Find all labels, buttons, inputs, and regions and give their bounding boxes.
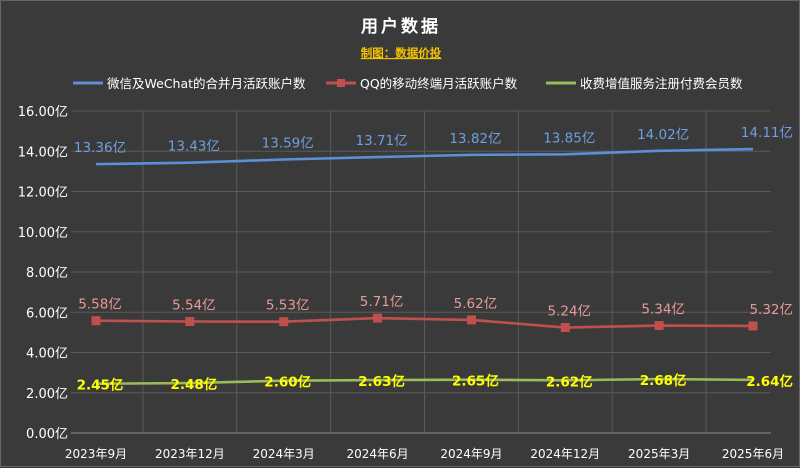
legend-item: QQ的移动终端月活跃账户数 [326, 76, 518, 91]
y-tick-label: 8.00亿 [26, 266, 68, 281]
data-point [373, 313, 383, 323]
data-label: 2.65亿 [452, 373, 499, 390]
data-point [91, 316, 101, 326]
y-tick-label: 6.00亿 [26, 306, 68, 321]
x-tick-label: 2023年9月 [65, 447, 127, 461]
series-line [95, 377, 754, 385]
legend-label: QQ的移动终端月活跃账户数 [360, 76, 518, 91]
data-point [560, 323, 570, 333]
data-label: 5.24亿 [548, 304, 592, 320]
data-label: 2.64亿 [746, 373, 793, 390]
data-point [748, 321, 758, 331]
x-axis: 2023年9月 2023年12月 2024年3月 2024年6月 2024年9月 2024… [65, 432, 784, 461]
data-labels: 13.36亿 13.43亿 13.59亿 13.71亿 13.82亿 13.85亿 14.0… [74, 125, 793, 394]
data-label: 2.45亿 [77, 377, 124, 394]
chart-subtitle: 制图：数据价投 [361, 46, 442, 60]
data-label: 5.34亿 [641, 302, 685, 318]
data-label: 13.43亿 [168, 139, 220, 155]
x-tick-label: 2025年3月 [628, 447, 690, 461]
y-tick-label: 4.00亿 [26, 347, 68, 362]
legend-item: 收费增值服务注册付费会员数 [546, 76, 743, 91]
y-axis: 0.00亿 2.00亿 4.00亿 6.00亿 8.00亿 10.00亿 12.00亿 14.… [18, 105, 68, 442]
x-tick-label: 2025年6月 [722, 447, 784, 461]
data-point [279, 317, 289, 327]
x-tick-label: 2024年6月 [346, 447, 408, 461]
y-tick-label: 12.00亿 [18, 186, 68, 201]
data-label: 5.32亿 [749, 302, 793, 318]
data-label: 2.48亿 [170, 376, 217, 393]
legend: 微信及WeChat的合并月活跃账户数 QQ的移动终端月活跃账户数 收费增值服务注册付… [73, 76, 743, 91]
data-label: 5.53亿 [266, 298, 310, 314]
data-point [654, 321, 664, 331]
data-label: 13.71亿 [355, 133, 407, 149]
data-point [185, 317, 195, 327]
gridlines [71, 110, 771, 434]
data-label: 2.62亿 [546, 373, 593, 390]
data-label: 2.60亿 [264, 374, 311, 391]
data-label: 5.71亿 [360, 294, 404, 310]
data-label: 2.68亿 [640, 372, 687, 389]
series-line [95, 316, 754, 329]
series-markers [91, 313, 758, 333]
x-tick-label: 2023年12月 [155, 447, 225, 461]
x-tick-label: 2024年9月 [440, 447, 502, 461]
data-label: 5.54亿 [172, 298, 216, 314]
y-tick-label: 2.00亿 [26, 387, 68, 402]
legend-item: 微信及WeChat的合并月活跃账户数 [73, 76, 306, 91]
data-label: 13.85亿 [543, 130, 595, 146]
data-label: 13.36亿 [74, 140, 126, 156]
y-tick-label: 0.00亿 [26, 427, 68, 442]
data-label: 13.82亿 [449, 131, 501, 147]
x-tick-label: 2024年12月 [530, 447, 600, 461]
data-label: 14.11亿 [741, 125, 793, 141]
y-tick-label: 14.00亿 [18, 145, 68, 160]
data-label: 5.62亿 [454, 296, 498, 312]
y-tick-label: 16.00亿 [18, 105, 68, 120]
y-tick-label: 10.00亿 [18, 226, 68, 241]
legend-label: 收费增值服务注册付费会员数 [580, 76, 743, 91]
data-label: 14.02亿 [637, 127, 689, 143]
chart-title: 用户数据 [361, 16, 441, 37]
data-point [466, 315, 476, 325]
legend-label: 微信及WeChat的合并月活跃账户数 [107, 76, 306, 91]
x-tick-label: 2024年3月 [253, 447, 315, 461]
legend-marker [337, 79, 345, 87]
data-label: 13.59亿 [262, 136, 314, 152]
data-label: 5.58亿 [78, 297, 122, 313]
data-label: 2.63亿 [358, 373, 405, 390]
series-line [95, 147, 754, 166]
series-lines [95, 147, 754, 385]
